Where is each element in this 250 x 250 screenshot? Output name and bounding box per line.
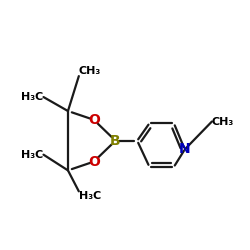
Text: H₃C: H₃C [79, 191, 101, 201]
Text: O: O [88, 155, 100, 169]
Text: CH₃: CH₃ [79, 66, 101, 76]
Text: B: B [110, 134, 121, 148]
Text: H₃C: H₃C [21, 92, 44, 102]
Text: O: O [88, 113, 100, 127]
Text: CH₃: CH₃ [212, 116, 234, 126]
Text: N: N [179, 142, 190, 156]
Text: H₃C: H₃C [21, 150, 44, 160]
